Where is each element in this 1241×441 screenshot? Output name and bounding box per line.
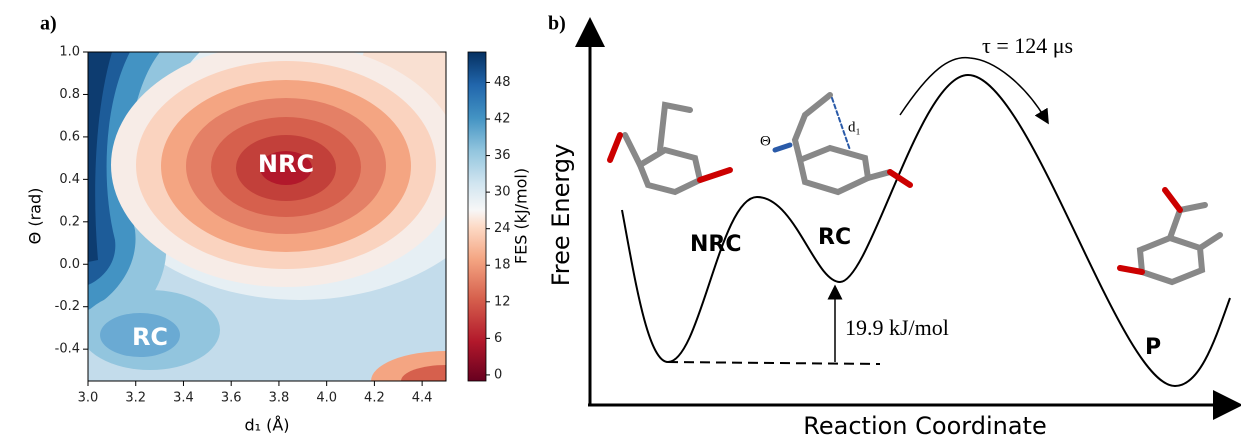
reference-line	[668, 362, 880, 364]
x-tick-label: 4.4	[412, 391, 433, 406]
colorbar-tick-label: 48	[494, 75, 511, 90]
molecule	[610, 105, 730, 192]
colorbar-tick-label: 18	[494, 258, 511, 273]
state-label: NRC	[690, 232, 742, 257]
x-tick-label: 4.2	[364, 391, 385, 406]
x-tick-label: 3.0	[78, 391, 99, 406]
molecule	[1120, 190, 1220, 282]
y-tick-label: 0.6	[59, 129, 80, 144]
y-axis-label: Free Energy	[547, 144, 575, 287]
y-tick-label: -0.4	[55, 342, 80, 357]
panel-label: b)	[548, 13, 566, 35]
y-tick-label: -0.2	[55, 299, 80, 314]
molecule	[775, 95, 910, 192]
x-tick-label: 4.0	[316, 391, 337, 406]
x-tick-label: 3.6	[221, 391, 242, 406]
figure: a) d₁ (Å) Θ (rad) FES (kJ/mol) NRC RC b)…	[0, 0, 1241, 441]
x-tick-label: 3.4	[173, 391, 194, 406]
x-tick-label: 3.2	[125, 391, 146, 406]
colorbar-tick-label: 42	[494, 112, 511, 127]
x-tick-label: 3.8	[269, 391, 290, 406]
state-label: RC	[818, 225, 851, 250]
colorbar-tick-label: 24	[494, 221, 511, 236]
barrier-label: 19.9 kJ/mol	[845, 315, 949, 340]
colorbar-tick-label: 6	[494, 331, 502, 346]
rate-arrow	[900, 58, 1045, 118]
colorbar-tick-label: 12	[494, 294, 511, 309]
state-label: P	[1145, 335, 1161, 360]
annotation: NRC	[258, 150, 314, 178]
x-axis-label: d₁ (Å)	[244, 416, 289, 435]
y-tick-label: 0.0	[59, 257, 80, 272]
colorbar-tick-label: 0	[494, 367, 502, 382]
annotation: RC	[132, 323, 168, 351]
y-tick-label: 0.8	[59, 87, 80, 102]
panel-label: a)	[40, 13, 57, 35]
molecule-label: d₁	[848, 119, 861, 135]
y-tick-label: 1.0	[59, 45, 80, 60]
y-tick-label: 0.4	[59, 172, 80, 187]
rate-label: τ = 124 μs	[982, 33, 1073, 58]
molecule-label: Θ	[760, 133, 771, 149]
colorbar-tick-label: 30	[494, 185, 511, 200]
x-axis-label: Reaction Coordinate	[803, 412, 1046, 440]
y-axis-label: Θ (rad)	[26, 188, 45, 245]
colorbar	[468, 52, 486, 381]
colorbar-tick-label: 36	[494, 148, 511, 163]
colorbar-label: FES (kJ/mol)	[512, 168, 531, 264]
y-tick-label: 0.2	[59, 214, 80, 229]
